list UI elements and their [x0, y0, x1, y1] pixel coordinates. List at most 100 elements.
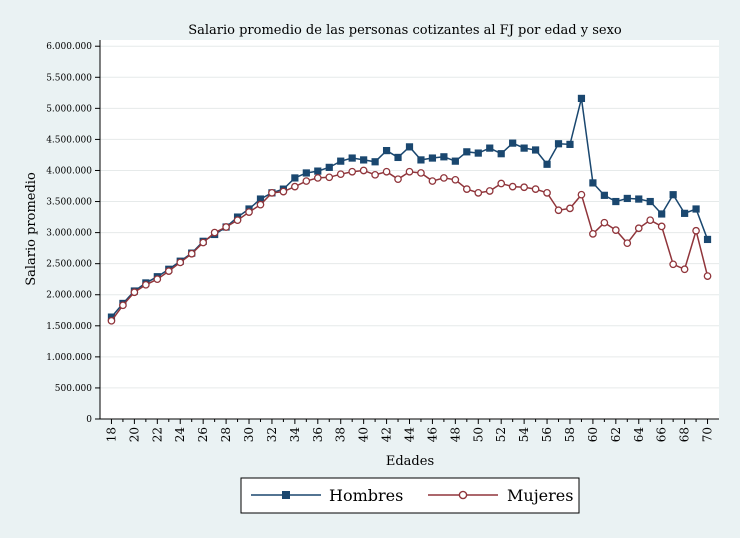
data-point-mujeres — [348, 167, 357, 176]
data-point-mujeres — [153, 275, 162, 284]
data-point-hombres — [394, 153, 402, 162]
x-tick-label: 52 — [494, 427, 508, 442]
chart-title: Salario promedio de las personas cotizan… — [188, 23, 622, 38]
data-point-mujeres — [417, 169, 425, 177]
y-tick-label: 6.000.000 — [46, 42, 92, 52]
data-point-mujeres — [130, 288, 139, 297]
x-tick-label: 24 — [173, 427, 187, 443]
y-tick-label: 1.000.000 — [46, 353, 92, 363]
y-tick-label: 5.500.000 — [46, 73, 92, 83]
x-tick-label: 58 — [563, 427, 577, 442]
data-point-hombres — [577, 94, 586, 103]
legend-label-mujeres: Mujeres — [507, 486, 573, 505]
data-point-mujeres — [646, 216, 655, 225]
data-point-hombres — [509, 139, 517, 147]
data-point-mujeres — [371, 170, 379, 179]
x-tick-label: 28 — [219, 427, 233, 442]
x-tick-label: 48 — [448, 427, 462, 442]
data-point-mujeres — [692, 226, 700, 235]
y-tick-label: 4.000.000 — [46, 166, 92, 176]
data-point-mujeres — [336, 170, 345, 179]
legend-label-hombres: Hombres — [329, 486, 403, 505]
data-point-hombres — [360, 156, 368, 164]
data-point-mujeres — [187, 249, 196, 258]
x-tick-label: 70 — [701, 427, 715, 442]
data-point-hombres — [646, 197, 654, 206]
data-point-hombres — [497, 150, 505, 158]
x-tick-label: 54 — [517, 427, 531, 443]
data-point-mujeres — [291, 182, 299, 191]
data-point-mujeres — [245, 208, 253, 216]
data-point-hombres — [451, 157, 459, 165]
data-point-hombres — [669, 191, 677, 199]
data-point-hombres — [337, 157, 345, 165]
data-point-hombres — [600, 191, 608, 199]
data-point-hombres — [463, 148, 471, 156]
axes: 0 500.000 1.000.000 1.500.000 2.000.000 2.500… — [46, 40, 719, 442]
data-point-hombres — [681, 209, 689, 217]
x-tick-label: 36 — [311, 427, 325, 442]
data-point-hombres — [520, 144, 528, 152]
y-axis-label: Salario promedio — [24, 172, 39, 286]
data-point-hombres — [440, 153, 448, 161]
x-tick-label: 64 — [632, 427, 646, 443]
data-point-mujeres — [256, 200, 265, 209]
data-point-hombres — [486, 144, 494, 152]
data-point-mujeres — [611, 226, 620, 234]
data-point-hombres — [302, 169, 310, 177]
data-point-mujeres — [233, 216, 242, 225]
x-tick-label: 62 — [609, 427, 623, 442]
data-point-mujeres — [589, 229, 597, 238]
data-point-hombres — [635, 195, 643, 203]
data-point-mujeres — [566, 204, 574, 213]
data-point-hombres — [256, 195, 265, 203]
x-tick-label: 20 — [127, 427, 141, 442]
y-tick-label: 2.000.000 — [46, 291, 92, 301]
x-tick-label: 44 — [403, 427, 417, 443]
data-point-hombres — [543, 160, 551, 168]
data-point-mujeres — [577, 190, 586, 199]
data-point-mujeres — [703, 272, 712, 280]
plot-area — [100, 40, 719, 419]
data-point-hombres — [291, 174, 299, 182]
data-point-hombres — [325, 163, 333, 171]
x-tick-label: 32 — [265, 427, 279, 442]
x-tick-label: 68 — [678, 427, 692, 442]
data-point-mujeres — [394, 175, 402, 184]
series-mujeres — [107, 166, 712, 325]
data-point-hombres — [554, 140, 563, 148]
legend: Hombres Mujeres — [240, 477, 580, 514]
data-point-mujeres — [600, 218, 609, 227]
y-tick-label: 3.500.000 — [46, 198, 92, 208]
data-point-hombres — [428, 154, 437, 162]
data-point-mujeres — [222, 223, 230, 231]
data-point-mujeres — [451, 175, 460, 184]
data-point-mujeres — [497, 179, 506, 188]
data-point-mujeres — [268, 188, 276, 197]
data-point-hombres — [589, 179, 597, 187]
x-tick-label: 50 — [471, 427, 485, 442]
data-point-hombres — [703, 235, 712, 244]
data-point-hombres — [314, 167, 322, 175]
data-point-hombres — [417, 156, 425, 164]
data-point-mujeres — [107, 316, 116, 325]
data-point-mujeres — [680, 265, 689, 274]
x-tick-label: 26 — [196, 427, 210, 442]
data-point-hombres — [474, 149, 482, 157]
x-tick-label: 22 — [150, 427, 164, 442]
data-point-mujeres — [474, 188, 483, 197]
data-point-mujeres — [669, 260, 677, 269]
x-axis-label: Edades — [386, 454, 434, 469]
data-point-mujeres — [325, 173, 334, 182]
data-point-mujeres — [176, 258, 185, 267]
data-point-mujeres — [164, 267, 173, 275]
data-point-mujeres — [462, 185, 471, 193]
y-tick-label: 500.000 — [55, 384, 92, 394]
data-point-hombres — [692, 205, 700, 213]
legend-marker-mujeres — [458, 490, 468, 500]
x-tick-label: 38 — [334, 427, 348, 442]
data-point-mujeres — [554, 206, 563, 215]
y-tick-label: 4.500.000 — [46, 135, 92, 145]
data-point-mujeres — [142, 280, 150, 289]
